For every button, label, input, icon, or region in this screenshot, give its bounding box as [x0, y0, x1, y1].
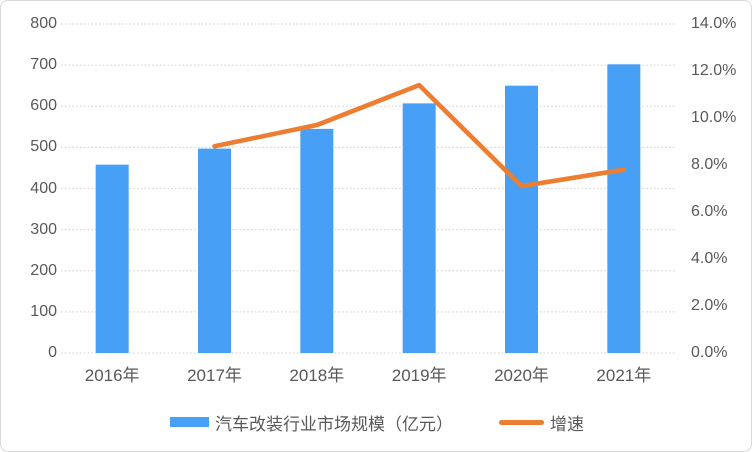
- y-axis-tick-label-left: 0: [48, 344, 57, 361]
- legend-item-market-size: 汽车改装行业市场规模（亿元）: [170, 410, 453, 435]
- y-axis-tick-label-right: 6.0%: [691, 203, 728, 220]
- bar-2016年: [95, 164, 129, 353]
- x-axis-tick-label: 2016年: [84, 366, 140, 385]
- y-axis-tick-label-left: 600: [30, 97, 57, 115]
- bar-2021年: [607, 64, 641, 354]
- bar-series-swatch: [170, 417, 209, 427]
- growth-line: [212, 82, 627, 189]
- y-axis-tick-label-left: 400: [30, 179, 57, 197]
- y-axis-tick-label-left: 200: [30, 261, 57, 279]
- x-axis-tick-label: 2018年: [289, 366, 345, 385]
- y-axis-tick-label-left: 500: [30, 138, 57, 156]
- x-axis-tick-label: 2020年: [494, 366, 549, 385]
- y-axis-tick-label-left: 300: [30, 220, 57, 238]
- y-axis-tick-label-right: 10.0%: [691, 109, 737, 126]
- bar-2020年: [505, 85, 538, 353]
- legend-label-market-size: 汽车改装行业市场规模（亿元）: [215, 414, 453, 434]
- x-axis-tick-label: 2021年: [596, 366, 652, 385]
- y-axis-tick-label-right: 0.0%: [691, 344, 728, 361]
- y-axis-tick-label-right: 8.0%: [691, 156, 728, 173]
- y-axis-tick-label-right: 14.0%: [691, 15, 737, 32]
- bar-2017年: [198, 148, 231, 353]
- legend-label-growth: 增速: [550, 414, 584, 434]
- legend-item-growth: 增速: [499, 410, 584, 435]
- x-axis-tick-label: 2019年: [391, 366, 447, 385]
- x-axis-tick-label: 2017年: [187, 366, 242, 385]
- y-axis-tick-label-left: 800: [30, 15, 57, 32]
- line-series-swatch: [499, 419, 544, 425]
- legend: 汽车改装行业市场规模（亿元） 增速: [1, 406, 751, 438]
- bar-2018年: [300, 128, 334, 353]
- bar-2019年: [402, 103, 436, 353]
- y-axis-tick-label-left: 100: [30, 302, 57, 320]
- y-axis-tick-label-right: 12.0%: [691, 62, 737, 79]
- y-axis-tick-label-right: 2.0%: [691, 297, 728, 314]
- y-axis-tick-label-right: 4.0%: [691, 250, 728, 267]
- y-axis-tick-label-left: 700: [30, 56, 57, 74]
